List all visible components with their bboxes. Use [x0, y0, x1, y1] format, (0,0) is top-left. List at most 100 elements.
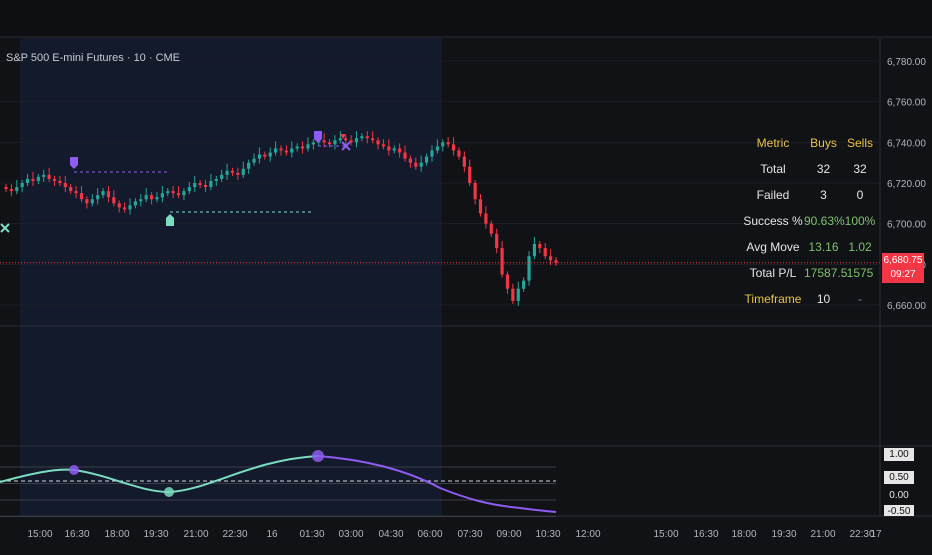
time-label: 03:00	[338, 529, 363, 540]
metrics-header-buys: Buys	[810, 136, 837, 150]
metric-buys: 3	[820, 188, 827, 202]
time-label: 06:00	[417, 529, 442, 540]
time-axis[interactable]: 15:00 16:30 18:00 19:30 21:00 22:30 16 01:30 03:…	[27, 529, 882, 540]
time-label: 19:30	[143, 529, 168, 540]
time-label: 09:00	[496, 529, 521, 540]
candle-body	[42, 174, 46, 177]
candle-body	[300, 146, 305, 149]
candle-body	[58, 180, 62, 183]
grid-lines	[0, 60, 880, 306]
metric-sells: 1575	[846, 266, 874, 280]
time-label: 15:00	[27, 529, 52, 540]
candle-body	[500, 248, 504, 275]
time-label: 17	[870, 529, 882, 540]
metrics-header-sells: Sells	[846, 136, 873, 150]
metrics-header-row: Metric Buys Sells	[742, 130, 877, 156]
metric-label: Success %	[743, 214, 803, 228]
candle-body	[441, 142, 445, 147]
candle-body	[392, 148, 396, 151]
metric-buys: 17587.5	[804, 266, 848, 280]
candle-body	[290, 148, 294, 153]
candle-body	[225, 170, 229, 175]
candle-body	[381, 144, 386, 147]
symbol-title[interactable]: S&P 500 E-mini Futures · 10 · CME	[6, 52, 181, 64]
candle-body	[139, 199, 143, 202]
candle-body	[47, 174, 51, 179]
candle-body	[414, 162, 418, 167]
candle-body	[274, 148, 278, 153]
candle-body	[505, 274, 510, 289]
time-label: 12:00	[575, 529, 600, 540]
price-label: 6,660.00	[887, 301, 926, 312]
candle-body	[538, 244, 542, 249]
candle-body	[155, 197, 159, 200]
time-label: 04:30	[378, 529, 403, 540]
candle-body	[209, 180, 213, 188]
candle-body	[171, 191, 175, 194]
buy-marker-icon	[166, 214, 174, 226]
metrics-row-failed: Failed 3 0	[742, 182, 877, 208]
time-label: 22:30	[222, 529, 247, 540]
candle-body	[79, 193, 84, 200]
candle-body	[252, 158, 256, 163]
metric-buys: 10	[816, 292, 831, 306]
cross-marker-icon	[0, 223, 10, 233]
osc-level-1: 1.00	[884, 448, 914, 461]
candle-body	[554, 260, 558, 263]
candle-body	[543, 248, 547, 257]
candle-body	[106, 191, 111, 198]
candle-body	[176, 193, 181, 196]
candle-body	[473, 183, 477, 200]
candle-body	[133, 201, 138, 206]
candle-body	[284, 150, 288, 153]
candle-body	[182, 191, 186, 196]
candle-body	[354, 138, 359, 143]
metric-buys: 90.63%	[804, 214, 845, 228]
time-label: 21:00	[183, 529, 208, 540]
osc-level-0: 0.00	[884, 489, 914, 502]
candle-body	[4, 187, 8, 190]
metric-label: Avg Move	[746, 240, 800, 254]
candle-body	[468, 166, 472, 183]
candle-body	[365, 136, 369, 139]
candle-body	[462, 156, 466, 167]
candle-body	[511, 288, 515, 301]
candle-body	[149, 195, 154, 200]
candle-body	[349, 140, 353, 143]
candles	[4, 131, 558, 307]
candle-body	[69, 187, 73, 192]
candle-body	[489, 223, 493, 234]
candle-body	[230, 170, 235, 173]
metric-sells: -	[858, 292, 862, 306]
candle-body	[360, 136, 364, 139]
candle-body	[123, 207, 127, 210]
candle-body	[549, 256, 553, 261]
osc-pivot-dot	[164, 487, 174, 497]
candle-body	[144, 195, 148, 200]
candle-body	[101, 191, 105, 196]
candle-body	[322, 140, 326, 143]
metric-sells: 100%	[844, 214, 876, 228]
candle-body	[279, 148, 283, 151]
sell-marker-icon	[70, 157, 78, 169]
metrics-header-metric: Metric	[756, 136, 790, 150]
candle-body	[236, 172, 240, 175]
candle-body	[63, 183, 67, 188]
metrics-row-success: Success % 90.63% 100%	[742, 208, 877, 234]
candle-body	[311, 142, 315, 145]
candle-body	[484, 213, 488, 224]
metric-buys: 13.16	[808, 240, 839, 254]
candle-body	[160, 193, 164, 198]
candle-body	[451, 144, 456, 151]
candle-body	[263, 154, 267, 157]
time-label: 18:00	[104, 529, 129, 540]
signal-overlay	[0, 131, 880, 264]
candle-body	[74, 191, 78, 194]
candle-body	[435, 146, 439, 151]
candle-body	[203, 185, 208, 188]
candle-body	[398, 148, 402, 153]
metric-sells: 32	[853, 162, 867, 176]
candle-body	[376, 140, 380, 145]
